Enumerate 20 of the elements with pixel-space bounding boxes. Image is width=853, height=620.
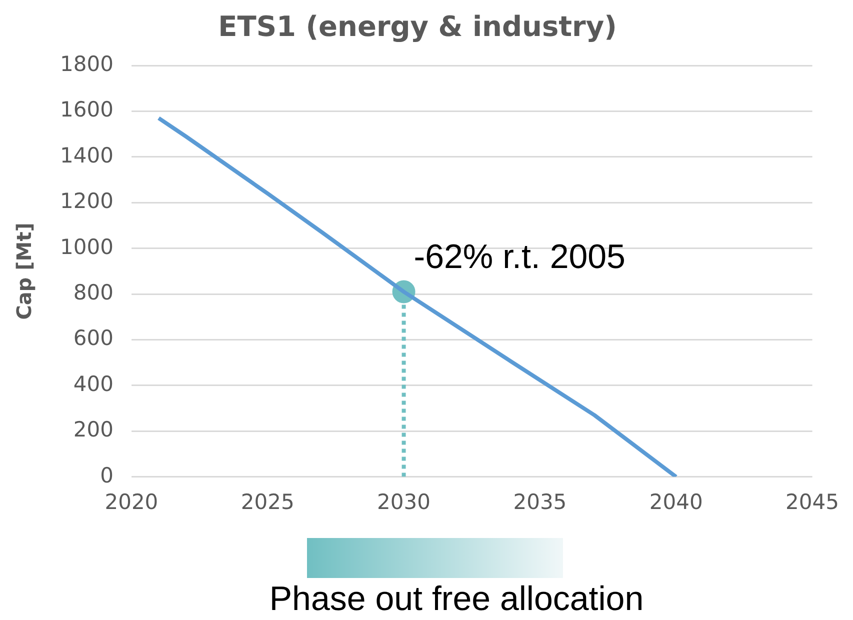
y-tick-label: 1000 (60, 234, 114, 259)
y-tick-label: 800 (73, 280, 114, 304)
x-tick-label: 2035 (513, 490, 567, 514)
x-tick-label: 2020 (104, 490, 158, 514)
y-tick-label: 1600 (60, 98, 114, 122)
y-tick-label: 400 (73, 372, 114, 396)
y-tick-label: 1800 (60, 52, 114, 76)
y-tick-label: 1200 (60, 189, 114, 214)
y-tick-label: 200 (73, 418, 114, 442)
text: Phase out free allocation (268, 580, 645, 619)
y-tick-label: 1400 (60, 143, 114, 168)
y-tick-label: 0 (100, 463, 114, 488)
x-tick-label: 2045 (786, 490, 840, 514)
chart-title: ETS1 (energy & industry) (218, 10, 617, 44)
x-tick-label: 2040 (649, 490, 703, 514)
annotation: -62% r.t. 2005 (414, 238, 626, 276)
x-tick-label: 2030 (377, 490, 431, 514)
y-axis-title: Cap [Mt] (12, 222, 36, 320)
x-tick-label: 2025 (240, 490, 294, 514)
y-tick-label: 600 (73, 326, 114, 350)
